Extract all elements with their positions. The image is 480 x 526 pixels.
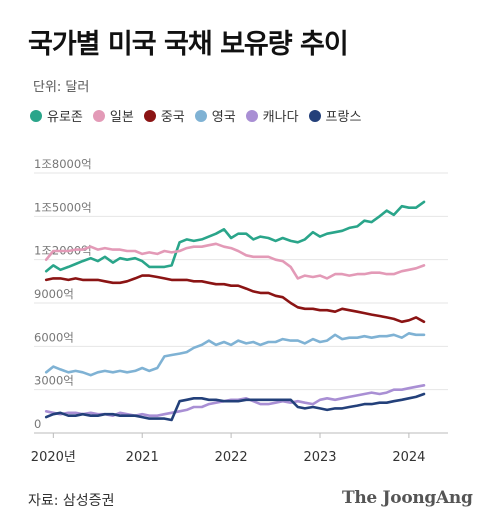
x-tick-label: 2020년 xyxy=(31,450,76,465)
legend-swatch xyxy=(194,109,207,122)
legend-label: 프랑스 xyxy=(325,110,362,125)
y-tick-label: 1조8000억 xyxy=(34,157,92,171)
legend-swatch xyxy=(30,109,42,122)
y-tick-label: 0 xyxy=(34,417,41,431)
series-line-1 xyxy=(44,200,426,273)
x-axis-ticks: 2020년 2021 2022 2023 2024 xyxy=(31,433,425,465)
legend-label: 캐나다 xyxy=(262,110,299,125)
legend: 유로존 일본 중국 영국 캐나다 프랑스 xyxy=(30,106,361,125)
legend-item: 일본 xyxy=(92,106,134,125)
y-tick-label: 6000억 xyxy=(34,330,74,344)
legend-item: 유로존 xyxy=(30,106,83,125)
legend-item: 캐나다 xyxy=(245,106,299,125)
y-tick-label: 1조5000억 xyxy=(34,200,92,214)
x-tick-label: 2022 xyxy=(215,450,248,465)
legend-swatch xyxy=(245,109,258,122)
unit-label: 단위: 달러 xyxy=(33,80,90,95)
x-tick-label: 2024 xyxy=(392,450,425,465)
legend-item: 프랑스 xyxy=(308,106,362,125)
legend-swatch xyxy=(92,109,105,122)
legend-label: 일본 xyxy=(109,110,134,125)
x-tick-label: 2023 xyxy=(303,450,336,465)
legend-swatch xyxy=(143,109,156,122)
chart-title: 국가별 미국 국채 보유량 추이 xyxy=(28,29,349,60)
brand-logo: The JoongAng xyxy=(342,488,473,508)
source-label: 자료: 삼성증권 xyxy=(28,493,115,509)
x-tick-label: 2021 xyxy=(126,450,159,465)
series-line-4 xyxy=(44,331,426,377)
series-line-3 xyxy=(44,274,426,324)
series-line-2 xyxy=(44,242,426,280)
legend-swatch xyxy=(308,109,321,122)
legend-item: 중국 xyxy=(143,106,185,125)
y-tick-label: 9000억 xyxy=(34,287,74,301)
legend-item: 영국 xyxy=(194,106,236,125)
legend-label: 영국 xyxy=(211,110,236,125)
legend-label: 유로존 xyxy=(47,110,83,125)
legend-label: 중국 xyxy=(160,110,185,125)
y-tick-label: 3000억 xyxy=(34,374,74,388)
series-lines xyxy=(44,200,426,422)
series-line-6 xyxy=(44,392,426,422)
